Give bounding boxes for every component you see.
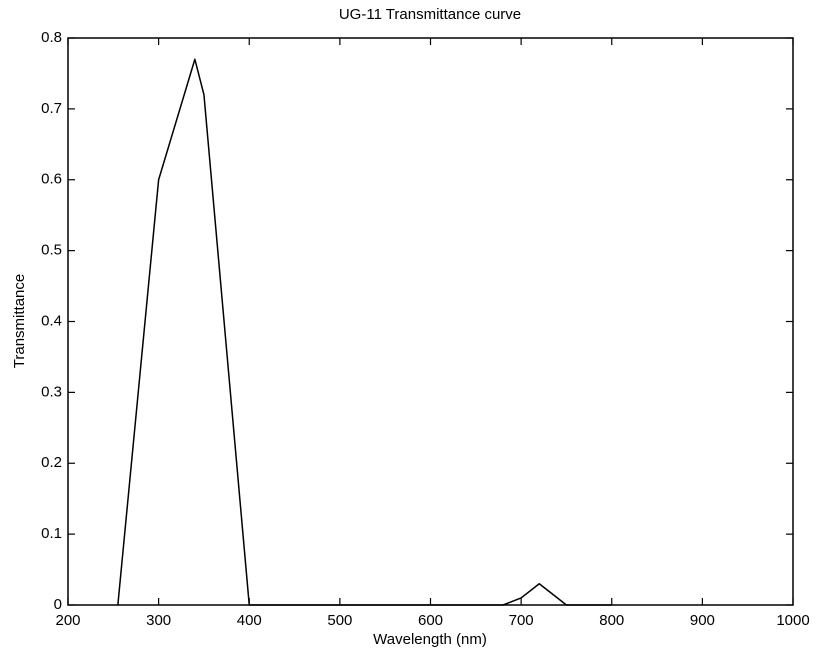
y-tick-label: 0.6 — [41, 171, 62, 188]
y-tick-label: 0.3 — [41, 383, 62, 400]
x-tick-label: 500 — [327, 612, 352, 629]
y-tick-label: 0.5 — [41, 242, 62, 259]
data-line — [117, 58, 612, 606]
x-tick-label: 400 — [237, 612, 262, 629]
y-tick-label: 0.2 — [41, 454, 62, 471]
y-tick-label: 0 — [54, 596, 62, 613]
y-tick-label: 0.7 — [41, 100, 62, 117]
y-axis-label: Transmittance — [11, 274, 28, 368]
x-tick-label: 900 — [690, 612, 715, 629]
x-tick-label: 200 — [55, 612, 80, 629]
y-tick-label: 0.4 — [41, 312, 62, 329]
y-tick-label: 0.1 — [41, 525, 62, 542]
x-tick-label: 300 — [146, 612, 171, 629]
x-tick-label: 600 — [418, 612, 443, 629]
x-tick-label: 1000 — [776, 612, 809, 629]
x-tick-label: 800 — [599, 612, 624, 629]
chart-title: UG-11 Transmittance curve — [339, 6, 521, 23]
y-tick-label: 0.8 — [41, 29, 62, 46]
x-axis-label: Wavelength (nm) — [373, 631, 487, 648]
x-tick-label: 700 — [509, 612, 534, 629]
